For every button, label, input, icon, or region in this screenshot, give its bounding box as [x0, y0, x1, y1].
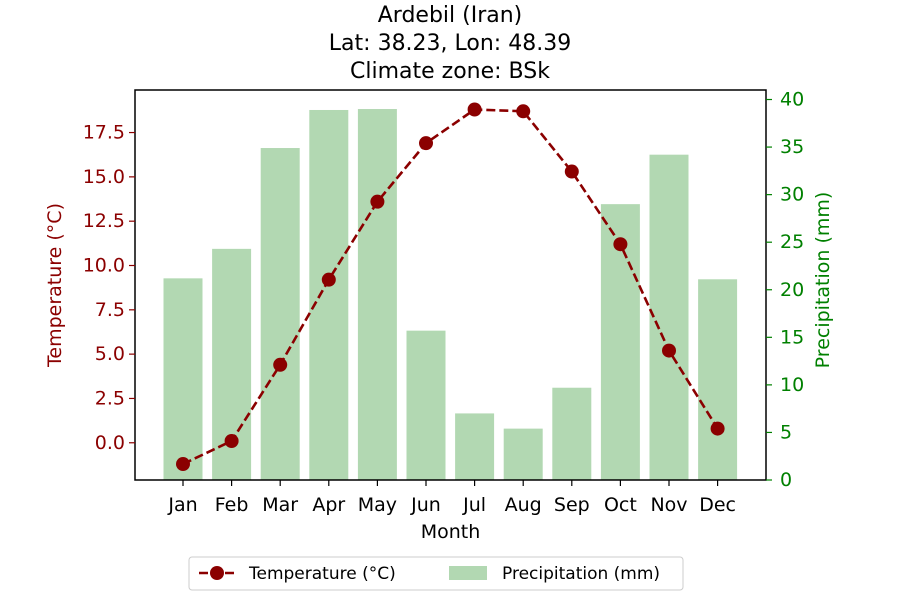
- temperature-line-path: [182, 108, 719, 466]
- x-tick-label: Jan: [167, 494, 197, 516]
- left-tick-label: 12.5: [83, 210, 125, 232]
- right-tick-label: 10: [780, 374, 804, 396]
- temperature-point: [176, 457, 190, 472]
- precipitation-bar: [406, 330, 446, 480]
- left-tick-label: 0.0: [95, 432, 125, 454]
- temperature-point: [516, 104, 531, 119]
- legend-temperature-label: Temperature (°C): [248, 564, 396, 584]
- x-axis: Jan Feb Mar Apr May Jun Jul Aug Sep Oct Nov Dec Mont…: [167, 480, 736, 543]
- temperature-point: [273, 357, 288, 372]
- left-tick-label: 17.5: [83, 122, 125, 144]
- x-tick-label: Aug: [505, 494, 542, 516]
- precipitation-bar: [552, 387, 592, 480]
- temperature-point: [370, 194, 385, 209]
- legend-box: [188, 556, 684, 591]
- right-tick-label: 15: [780, 326, 804, 348]
- right-tick-label: 0: [780, 469, 792, 491]
- right-tick-label: 25: [780, 231, 804, 253]
- chart-title-line: Lat: 38.23, Lon: 48.39: [329, 31, 571, 56]
- legend-precipitation-swatch: [449, 566, 487, 580]
- temperature-point: [224, 434, 239, 448]
- left-tick-label: 7.5: [95, 299, 125, 321]
- precipitation-bar: [455, 413, 495, 480]
- legend-temperature-marker: [210, 566, 224, 580]
- x-tick-label: Oct: [604, 494, 637, 516]
- right-axis: 0 5 10 15 20 25 30 35 40 Precipitation (mm): [766, 89, 834, 491]
- x-tick-label: Jun: [410, 494, 441, 516]
- right-tick-label: 30: [780, 184, 804, 206]
- chart-title-line: Ardebil (Iran): [378, 3, 523, 28]
- left-tick-label: 5.0: [95, 343, 125, 365]
- right-tick-label: 40: [780, 89, 804, 111]
- chart-title: Ardebil (Iran) Lat: 38.23, Lon: 48.39 Clim…: [329, 3, 571, 84]
- temperature-point: [467, 102, 482, 117]
- left-axis: 0.0 2.5 5.0 7.5 10.0 12.5 15.0 17.5 Temperature …: [44, 122, 135, 454]
- left-tick-label: 10.0: [83, 255, 125, 277]
- precipitation-bars: [163, 109, 738, 481]
- precipitation-bar: [163, 278, 203, 480]
- precipitation-bar: [260, 148, 300, 480]
- temperature-line: [176, 102, 725, 472]
- temperature-point: [613, 237, 628, 252]
- left-tick-label: 2.5: [95, 387, 125, 409]
- temperature-point: [710, 421, 725, 436]
- legend-precipitation-label: Precipitation (mm): [502, 564, 660, 584]
- x-tick-label: Sep: [554, 494, 590, 516]
- x-tick-label: Feb: [215, 494, 249, 516]
- right-tick-label: 35: [780, 136, 804, 158]
- right-tick-label: 5: [780, 421, 792, 443]
- temperature-point: [662, 343, 676, 358]
- plot-border: [134, 89, 767, 481]
- precipitation-bar: [698, 279, 738, 480]
- plot-frame: [134, 89, 767, 481]
- x-tick-label: Apr: [312, 494, 345, 516]
- temperature-point: [321, 272, 336, 287]
- temperature-point: [419, 136, 433, 151]
- left-tick-label: 15.0: [83, 166, 125, 188]
- legend: Temperature (°C) Precipitation (mm): [188, 556, 684, 591]
- x-tick-label: Mar: [262, 494, 298, 516]
- x-tick-label: May: [358, 494, 397, 516]
- x-tick-label: Jul: [462, 494, 486, 516]
- x-tick-label: Nov: [650, 494, 687, 516]
- right-tick-label: 20: [780, 279, 804, 301]
- precipitation-bar: [309, 109, 349, 480]
- left-axis-label: Temperature (°C): [44, 203, 66, 368]
- chart-title-line: Climate zone: BSk: [350, 59, 550, 84]
- precipitation-bar: [649, 154, 689, 480]
- x-tick-label: Dec: [699, 494, 736, 516]
- temperature-point: [564, 164, 579, 179]
- precipitation-bar: [357, 109, 397, 481]
- right-axis-label: Precipitation (mm): [812, 192, 834, 369]
- x-axis-label: Month: [421, 521, 481, 543]
- precipitation-bar: [503, 428, 543, 480]
